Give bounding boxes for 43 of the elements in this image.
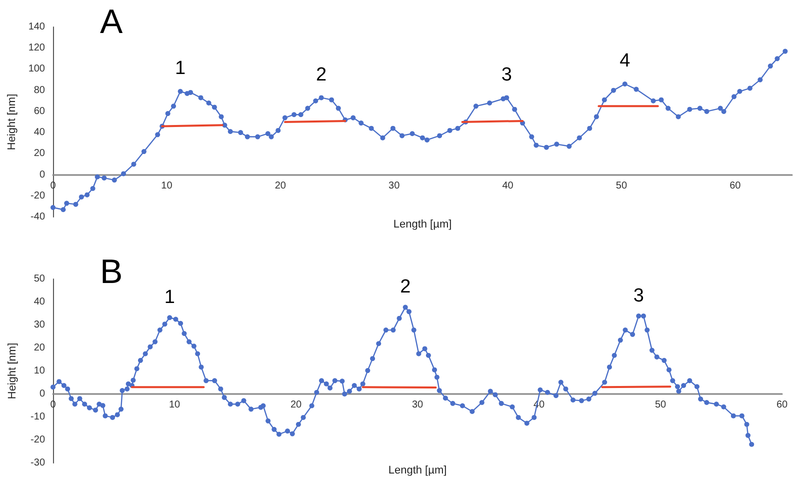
y-tick-label: 140 — [28, 22, 46, 32]
x-tick-label: 20 — [274, 180, 286, 192]
y-tick-label: -20 — [30, 190, 46, 202]
y-tick-label: 0 — [39, 169, 46, 180]
annotation: 1 — [164, 286, 175, 308]
y-tick-label: 20 — [34, 148, 46, 160]
annotation: 3 — [633, 285, 644, 306]
y-tick-label: 40 — [34, 296, 46, 308]
y-tick-label: 40 — [34, 127, 46, 138]
x-axis-title: Length [µm] — [393, 218, 452, 230]
y-tick-label: 120 — [28, 42, 46, 54]
y-axis-title: Height [nm] — [6, 94, 18, 150]
x-tick-label: 10 — [168, 400, 180, 410]
chart-title: A — [100, 3, 123, 41]
annotation: 1 — [175, 58, 186, 80]
x-tick-label: 30 — [388, 180, 400, 192]
y-tick-label: -10 — [30, 412, 46, 422]
annotation: 2 — [400, 276, 411, 298]
y-axis-title: Height [nm] — [6, 342, 18, 400]
x-tick-label: 60 — [776, 400, 788, 410]
y-tick-label: -40 — [30, 212, 46, 222]
x-tick-label: 60 — [730, 180, 742, 192]
x-tick-label: 40 — [502, 180, 514, 192]
chart-title: B — [100, 253, 123, 291]
x-tick-label: 10 — [161, 180, 173, 192]
y-tick-label: 60 — [34, 106, 46, 117]
y-tick-label: 100 — [28, 64, 46, 75]
x-axis-title: Length [µm] — [388, 464, 447, 476]
x-tick-label: 50 — [616, 180, 628, 192]
annotation: 2 — [316, 64, 327, 86]
x-tick-label: 30 — [412, 400, 424, 410]
annotation: 3 — [501, 64, 512, 86]
x-tick-label: 20 — [290, 400, 302, 410]
y-tick-label: 10 — [34, 366, 46, 376]
y-tick-label: -30 — [30, 458, 46, 468]
annotation: 4 — [620, 50, 631, 72]
y-tick-label: -20 — [30, 434, 46, 446]
y-tick-label: 20 — [34, 342, 46, 354]
y-tick-label: 50 — [34, 274, 46, 284]
y-tick-label: 0 — [39, 388, 46, 400]
x-tick-label: 50 — [654, 400, 666, 410]
y-tick-label: 80 — [34, 84, 46, 96]
y-tick-label: 30 — [34, 320, 46, 330]
